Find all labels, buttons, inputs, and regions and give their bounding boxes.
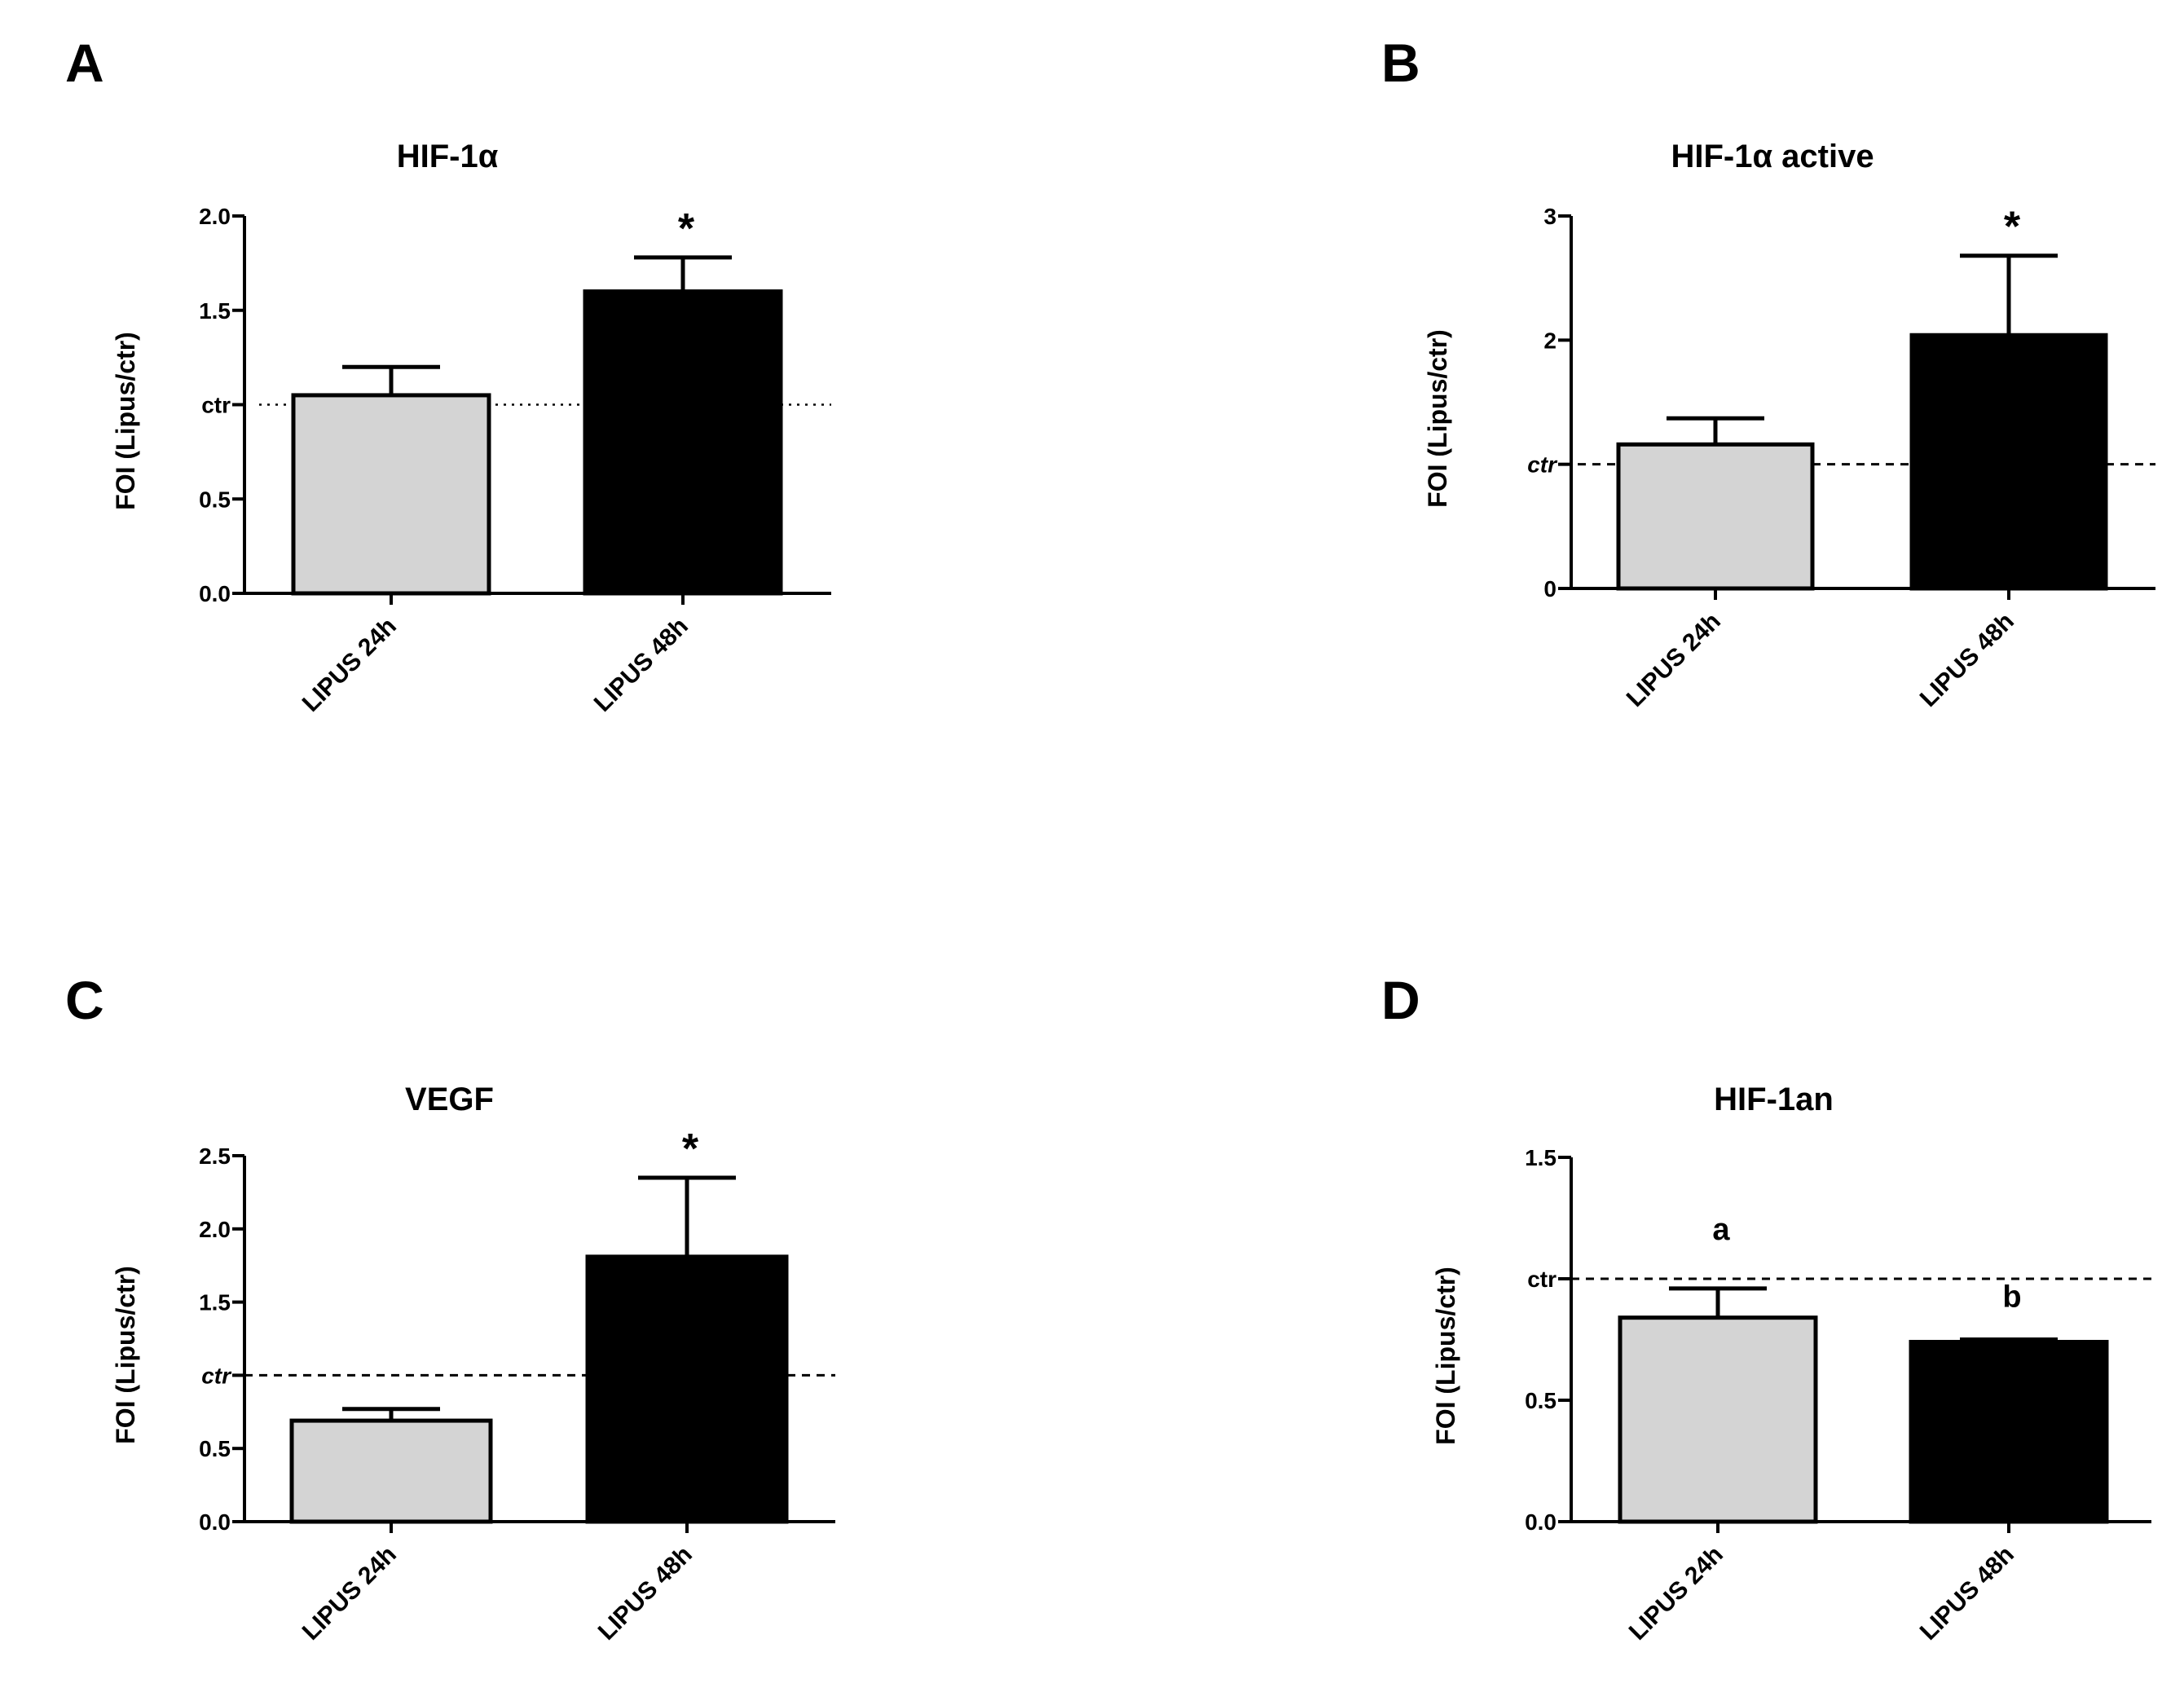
significance-annotation: a [1712,1213,1730,1247]
y-tick-label: 0.0 [1525,1509,1557,1535]
category-label: LIPUS 48h [1915,608,2019,712]
bar [291,393,491,596]
chart-title: HIF-1α active [1671,139,1874,174]
y-tick-label: ctr [1527,452,1558,478]
bar [1616,442,1815,591]
panel-c: C VEGF LIPUS 24h LIPUS 48h * 0.0 0.5 ctr 1.5 2.0 2… [65,970,835,1646]
chart-title: HIF-1an [1714,1082,1834,1117]
y-tick-label: 2.0 [199,204,231,229]
y-tick-label: ctr [1527,1267,1557,1292]
y-tick-label: 1.5 [199,1290,231,1315]
bar [1909,333,2108,591]
y-axis-label: FOI (Lipus/ctr) [111,1266,140,1444]
bar [583,289,783,596]
significance-annotation: b [2002,1280,2021,1315]
significance-annotation: * [678,205,695,253]
panel-letter: A [65,33,104,93]
category-label: LIPUS 24h [1622,608,1726,712]
y-tick-label: 2.0 [199,1217,231,1242]
y-tick-label: 0 [1543,576,1557,601]
y-tick-label: ctr [201,393,231,418]
y-axis-label: FOI (Lipus/ctr) [1423,329,1452,508]
bar [585,1254,789,1524]
y-tick-label: 0.0 [199,581,231,606]
panel-letter: C [65,970,104,1030]
y-tick-label: 1.5 [199,298,231,324]
panel-letter: D [1381,970,1420,1030]
significance-annotation: * [682,1126,699,1173]
category-label: LIPUS 48h [593,1541,698,1646]
panel-a: A HIF-1α LIPUS 24h LIPUS 48h * 0.0 0.5 ctr 1.5 2.… [65,33,831,717]
y-tick-label: 2 [1543,328,1557,353]
category-label: LIPUS 48h [589,613,694,717]
y-tick-label: 2.5 [199,1143,231,1169]
y-axis-label: FOI (Lipus/ctr) [1431,1267,1460,1445]
panel-letter: B [1381,33,1420,93]
bar [1909,1339,2109,1524]
panel-d: D HIF-1an LIPUS 24h LIPUS 48h a b 0.0 0.5 ctr 1.5… [1381,970,2151,1646]
panel-b: B HIF-1α active LIPUS 24h LIPUS 48h * 0 ctr 2 3 F… [1381,33,2155,712]
category-label: LIPUS 24h [1624,1541,1728,1646]
category-label: LIPUS 48h [1915,1541,2019,1646]
significance-annotation: * [2004,204,2021,251]
y-tick-label: ctr [201,1363,232,1388]
y-tick-label: 0.5 [199,487,231,512]
y-tick-label: 1.5 [1525,1145,1557,1170]
y-tick-label: 0.5 [199,1436,231,1461]
chart-title: VEGF [405,1082,494,1117]
y-tick-label: 0.0 [199,1509,231,1535]
y-tick-label: 0.5 [1525,1388,1557,1413]
category-label: LIPUS 24h [297,1541,402,1646]
y-axis-label: FOI (Lipus/ctr) [111,332,140,510]
y-tick-label: 3 [1543,204,1557,229]
bar [1618,1315,1818,1524]
bar [289,1418,493,1524]
chart-title: HIF-1α [397,139,499,174]
category-label: LIPUS 24h [297,613,402,717]
